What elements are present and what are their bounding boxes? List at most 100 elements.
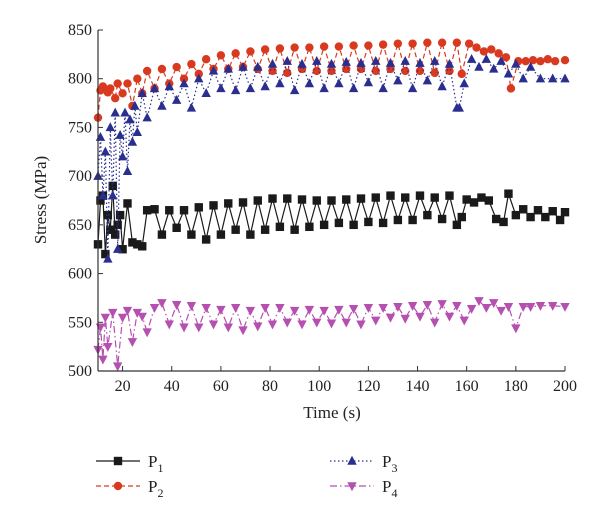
data-point	[400, 314, 410, 324]
data-point	[385, 57, 396, 67]
data-point	[444, 312, 455, 322]
data-point	[142, 66, 152, 76]
x-tick-label: 60	[213, 378, 229, 395]
legend-marker	[113, 481, 123, 491]
data-point	[113, 79, 122, 88]
data-point	[469, 198, 479, 207]
data-point	[408, 215, 417, 225]
data-point	[334, 305, 344, 315]
y-tick-label: 700	[68, 168, 92, 185]
data-point	[503, 302, 514, 312]
data-point	[466, 304, 477, 314]
data-point	[491, 214, 501, 224]
data-point	[216, 305, 226, 315]
data-point	[511, 210, 521, 220]
data-point	[415, 66, 425, 76]
data-point	[555, 215, 565, 225]
data-point	[378, 83, 388, 93]
data-point	[334, 78, 344, 88]
data-point	[267, 320, 278, 330]
data-point	[407, 302, 418, 311]
legend-item-P3: P3	[330, 452, 397, 475]
data-point	[253, 61, 263, 71]
data-point	[115, 210, 125, 220]
data-point	[304, 305, 315, 315]
x-tick-label: 180	[504, 378, 528, 395]
data-point	[179, 206, 189, 215]
plot-area: 20 40 60 80 100 120 140 160 180 200 500 550 600 650 7…	[68, 22, 577, 395]
data-point	[341, 56, 351, 66]
data-point	[481, 303, 492, 313]
data-point	[560, 56, 570, 65]
legend-label-main: P	[382, 452, 391, 471]
data-point	[127, 136, 138, 146]
data-point	[543, 55, 552, 64]
data-point	[457, 212, 466, 222]
data-point	[172, 62, 181, 72]
x-tick-label: 160	[455, 378, 479, 395]
data-point	[201, 55, 211, 64]
data-point	[164, 81, 174, 91]
data-point	[327, 66, 336, 76]
data-point	[385, 313, 396, 323]
data-point	[437, 81, 447, 91]
data-point	[422, 75, 433, 85]
series-layer	[93, 38, 570, 372]
data-point	[179, 323, 189, 333]
data-point	[528, 56, 538, 65]
data-point	[187, 59, 196, 69]
x-tick-label: 40	[164, 378, 180, 395]
data-point	[423, 38, 432, 47]
data-point	[430, 55, 440, 65]
legend-label-subscript: 2	[157, 486, 163, 500]
data-point	[157, 299, 167, 308]
data-point	[115, 130, 125, 139]
data-point	[378, 218, 388, 228]
data-point	[117, 313, 128, 323]
data-point	[305, 222, 314, 232]
data-point	[371, 316, 381, 326]
data-point	[142, 328, 152, 338]
data-point	[208, 320, 219, 330]
data-point	[245, 83, 256, 93]
data-point	[506, 84, 516, 93]
data-point	[326, 319, 337, 329]
series-P3	[93, 54, 570, 263]
data-point	[400, 55, 410, 65]
data-point	[133, 74, 142, 83]
legend-label: P4	[382, 477, 397, 500]
data-point	[459, 316, 469, 326]
data-point	[305, 43, 314, 52]
data-point	[408, 39, 417, 48]
data-point	[186, 102, 197, 112]
data-point	[462, 195, 471, 204]
x-tick-label: 140	[406, 378, 430, 395]
data-point	[108, 308, 118, 318]
data-point	[363, 77, 374, 87]
data-point	[112, 244, 123, 253]
data-point	[393, 75, 403, 85]
data-point	[349, 220, 358, 230]
x-tick-label: 80	[262, 378, 278, 395]
data-point	[334, 42, 344, 51]
data-point	[349, 41, 358, 50]
data-point	[341, 318, 351, 328]
data-point	[275, 44, 285, 53]
data-point	[526, 212, 535, 222]
data-point	[548, 302, 558, 311]
data-point	[230, 303, 241, 313]
data-point	[223, 323, 233, 333]
data-point	[216, 83, 226, 93]
data-point	[246, 47, 255, 56]
data-point	[499, 217, 508, 227]
data-point	[437, 38, 447, 47]
data-point	[319, 83, 329, 93]
data-point	[171, 301, 182, 310]
data-point	[123, 79, 132, 88]
data-point	[501, 53, 511, 62]
data-point	[253, 196, 262, 205]
data-point	[535, 302, 546, 311]
data-point	[364, 41, 373, 50]
data-point	[106, 225, 115, 234]
